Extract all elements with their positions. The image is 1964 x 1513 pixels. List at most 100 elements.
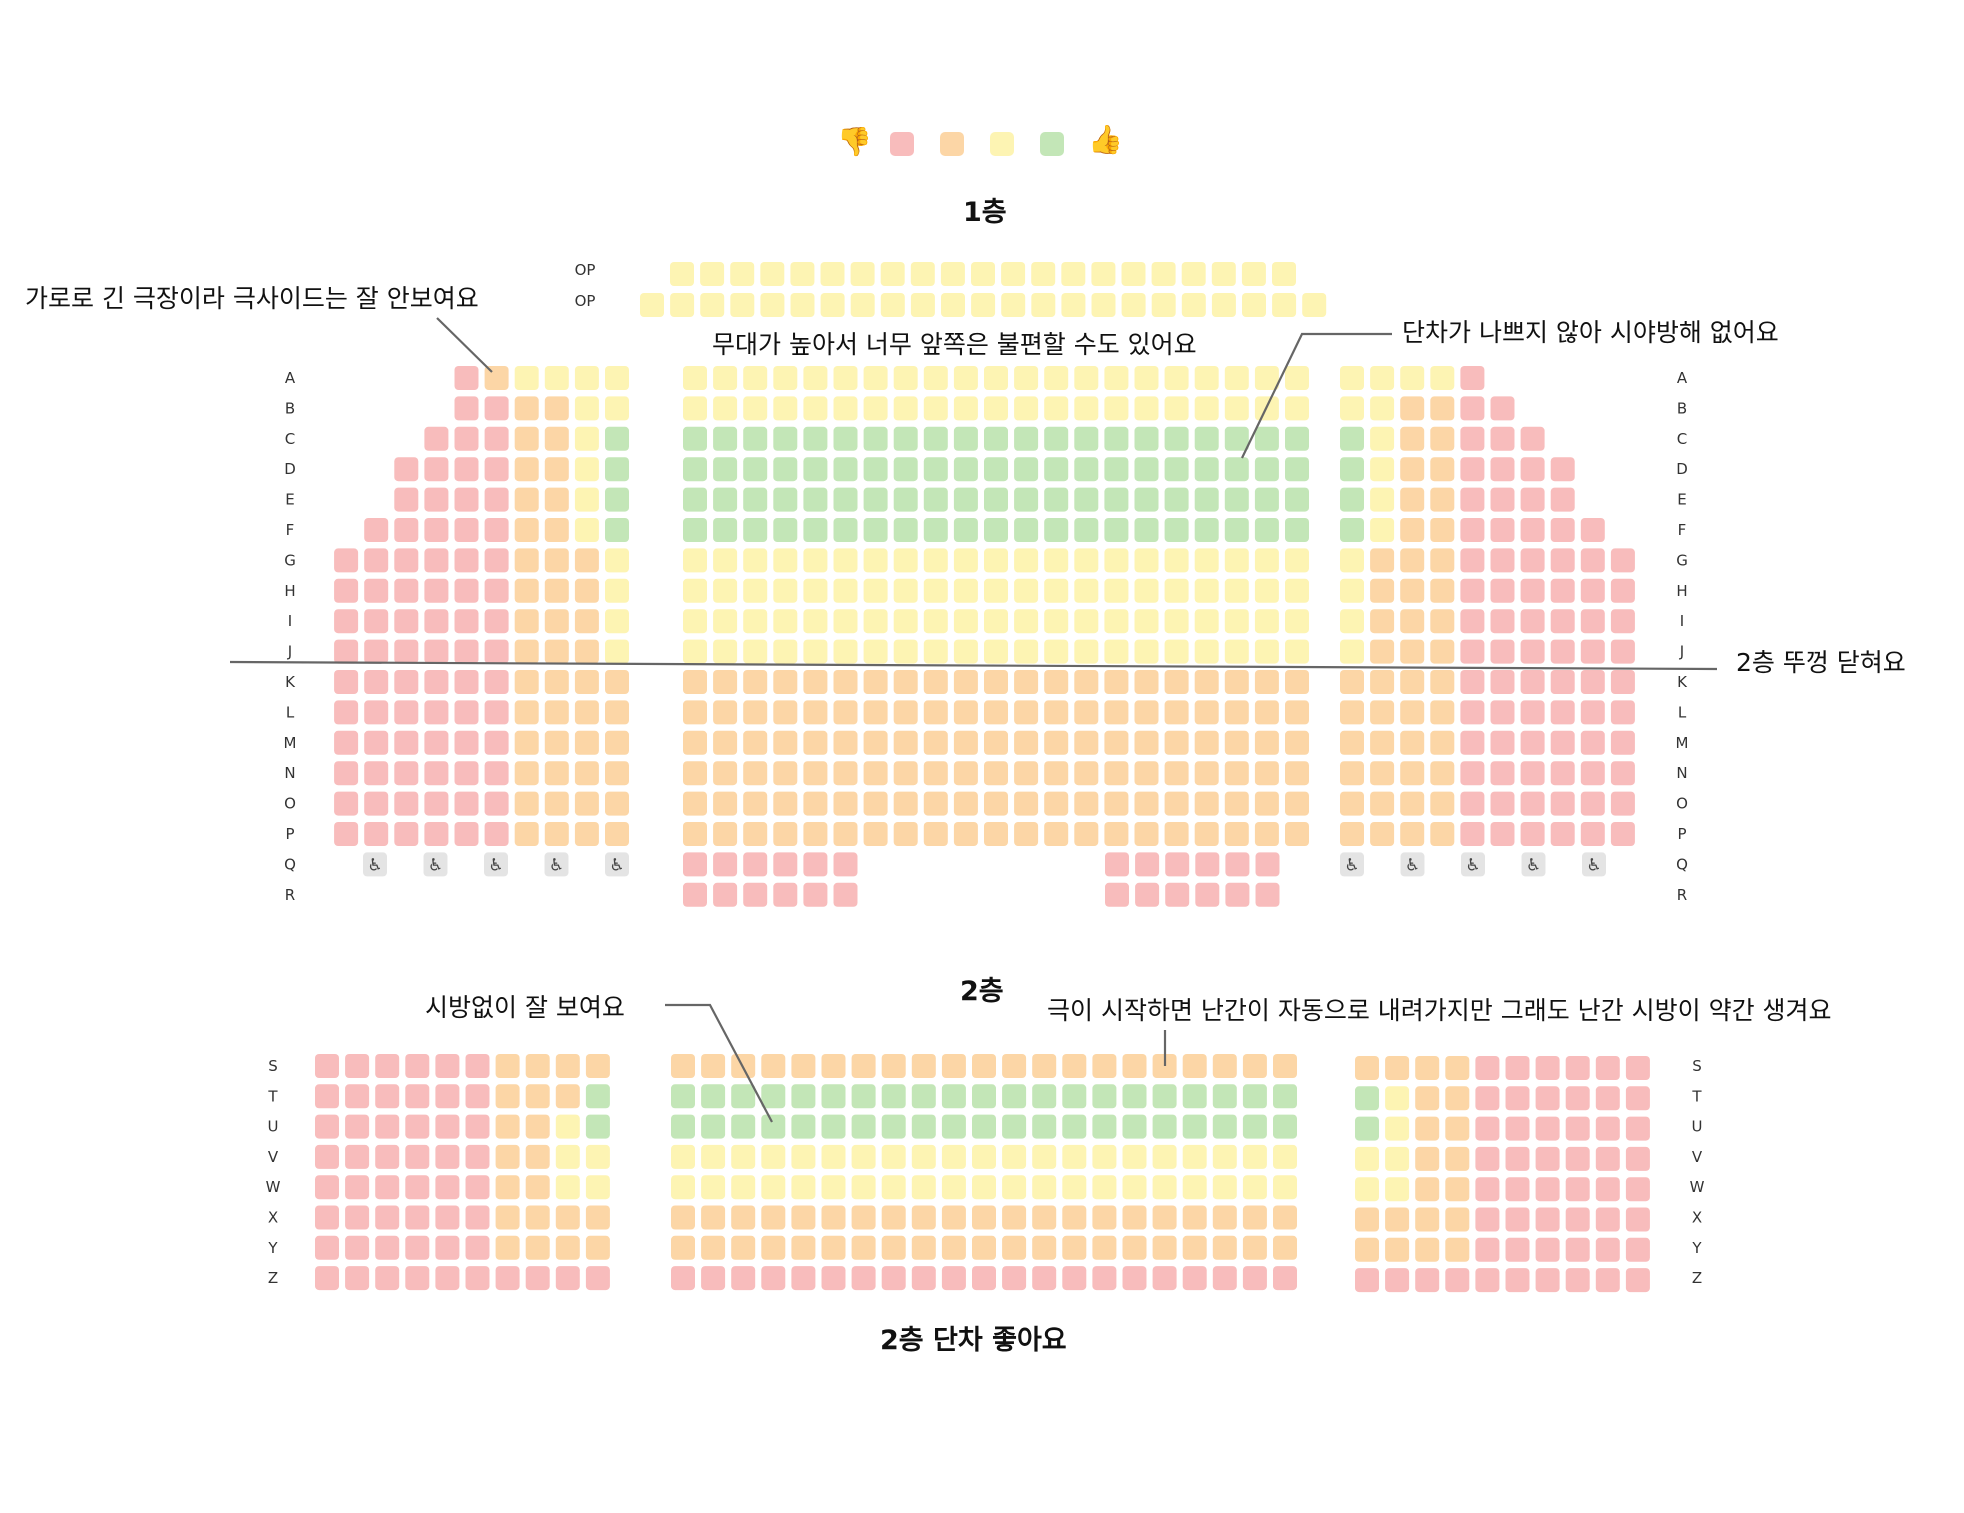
seat (1001, 293, 1026, 317)
seat (405, 1084, 430, 1109)
seat (713, 730, 738, 755)
seat (1164, 670, 1189, 694)
seat (1400, 700, 1425, 725)
seat (893, 548, 918, 573)
seat (683, 670, 707, 694)
legend-swatch-poor (940, 132, 964, 156)
seat (713, 700, 738, 725)
seat (1164, 548, 1189, 573)
seat (833, 761, 858, 786)
seat (863, 457, 888, 482)
seat (743, 730, 768, 755)
seat (984, 548, 1008, 573)
seat (605, 670, 629, 694)
seat (1044, 518, 1069, 542)
seat (1122, 1084, 1147, 1109)
seat (1254, 457, 1279, 482)
seat (424, 487, 449, 512)
wheelchair-space (1340, 852, 1364, 877)
seat (1194, 396, 1219, 421)
row-label-right: A (1677, 369, 1688, 387)
row-label-right: M (1676, 734, 1689, 752)
seat (1014, 518, 1039, 542)
seat (544, 639, 569, 664)
seat (1224, 487, 1249, 512)
seat (1182, 1114, 1207, 1139)
seat (941, 293, 965, 317)
seat (803, 578, 828, 603)
seat (1610, 578, 1635, 603)
seat (1224, 396, 1249, 421)
seat (1610, 548, 1635, 573)
row-label-left: O (284, 795, 296, 813)
seat (1340, 518, 1364, 542)
seat (1535, 1146, 1560, 1171)
seat (1062, 1205, 1087, 1230)
op-row-label: OP (575, 261, 596, 279)
seat (435, 1084, 460, 1109)
seat (1400, 396, 1425, 421)
seat (1475, 1237, 1500, 1262)
row-label-right: D (1676, 460, 1688, 478)
seat (1062, 1144, 1087, 1169)
seat (803, 396, 828, 421)
seat (1595, 1268, 1620, 1293)
seat (375, 1144, 400, 1169)
seat (1135, 852, 1160, 877)
seat (1212, 1054, 1237, 1078)
seat (1104, 822, 1129, 846)
seat (1385, 1116, 1410, 1141)
seat (1595, 1177, 1620, 1202)
seat (484, 639, 509, 664)
seat (1370, 457, 1395, 482)
row-label-left: Y (267, 1239, 278, 1257)
seat (683, 396, 707, 421)
seat (1182, 1175, 1207, 1200)
seat (700, 293, 725, 317)
seat (972, 1266, 996, 1291)
seat (574, 791, 599, 816)
seat (495, 1235, 520, 1260)
seat (1285, 791, 1309, 816)
legend-swatch-best (1040, 132, 1064, 156)
seat (1490, 548, 1515, 573)
seat (1505, 1056, 1530, 1080)
annotation-stage-high: 무대가 높아서 너무 앞쪽은 불편할 수도 있어요 (712, 330, 1197, 359)
seat (394, 822, 419, 846)
seat (821, 1144, 846, 1169)
wheelchair-space (1400, 852, 1425, 877)
seat (1121, 262, 1146, 286)
seat (544, 730, 569, 755)
seat (1074, 609, 1099, 634)
seat (984, 700, 1008, 725)
seat (821, 1235, 846, 1260)
seat (1273, 1266, 1297, 1291)
row-label-right: K (1677, 673, 1688, 691)
seat (1475, 1268, 1500, 1293)
seat (1505, 1237, 1530, 1262)
seat (424, 822, 449, 846)
wheelchair-icon: ♿ (1344, 855, 1359, 875)
seat (574, 609, 599, 634)
seat (773, 761, 798, 786)
seat (923, 457, 948, 482)
seat (1224, 548, 1249, 573)
seat (525, 1144, 550, 1169)
seat (1104, 366, 1129, 390)
seat (893, 730, 918, 755)
leader-line-rake (1241, 332, 1392, 459)
seat (803, 487, 828, 512)
seat (454, 822, 479, 846)
seat (923, 730, 948, 755)
seat (1272, 262, 1296, 286)
seat (1074, 548, 1099, 573)
seat (713, 548, 738, 573)
wheelchair-icon: ♿ (549, 855, 564, 875)
seat (1550, 457, 1575, 482)
seat (683, 639, 707, 664)
wheelchair-icon: ♿ (1586, 855, 1601, 875)
seat (833, 457, 858, 482)
seat (585, 1175, 610, 1200)
seat (514, 426, 539, 451)
seat (1014, 791, 1039, 816)
